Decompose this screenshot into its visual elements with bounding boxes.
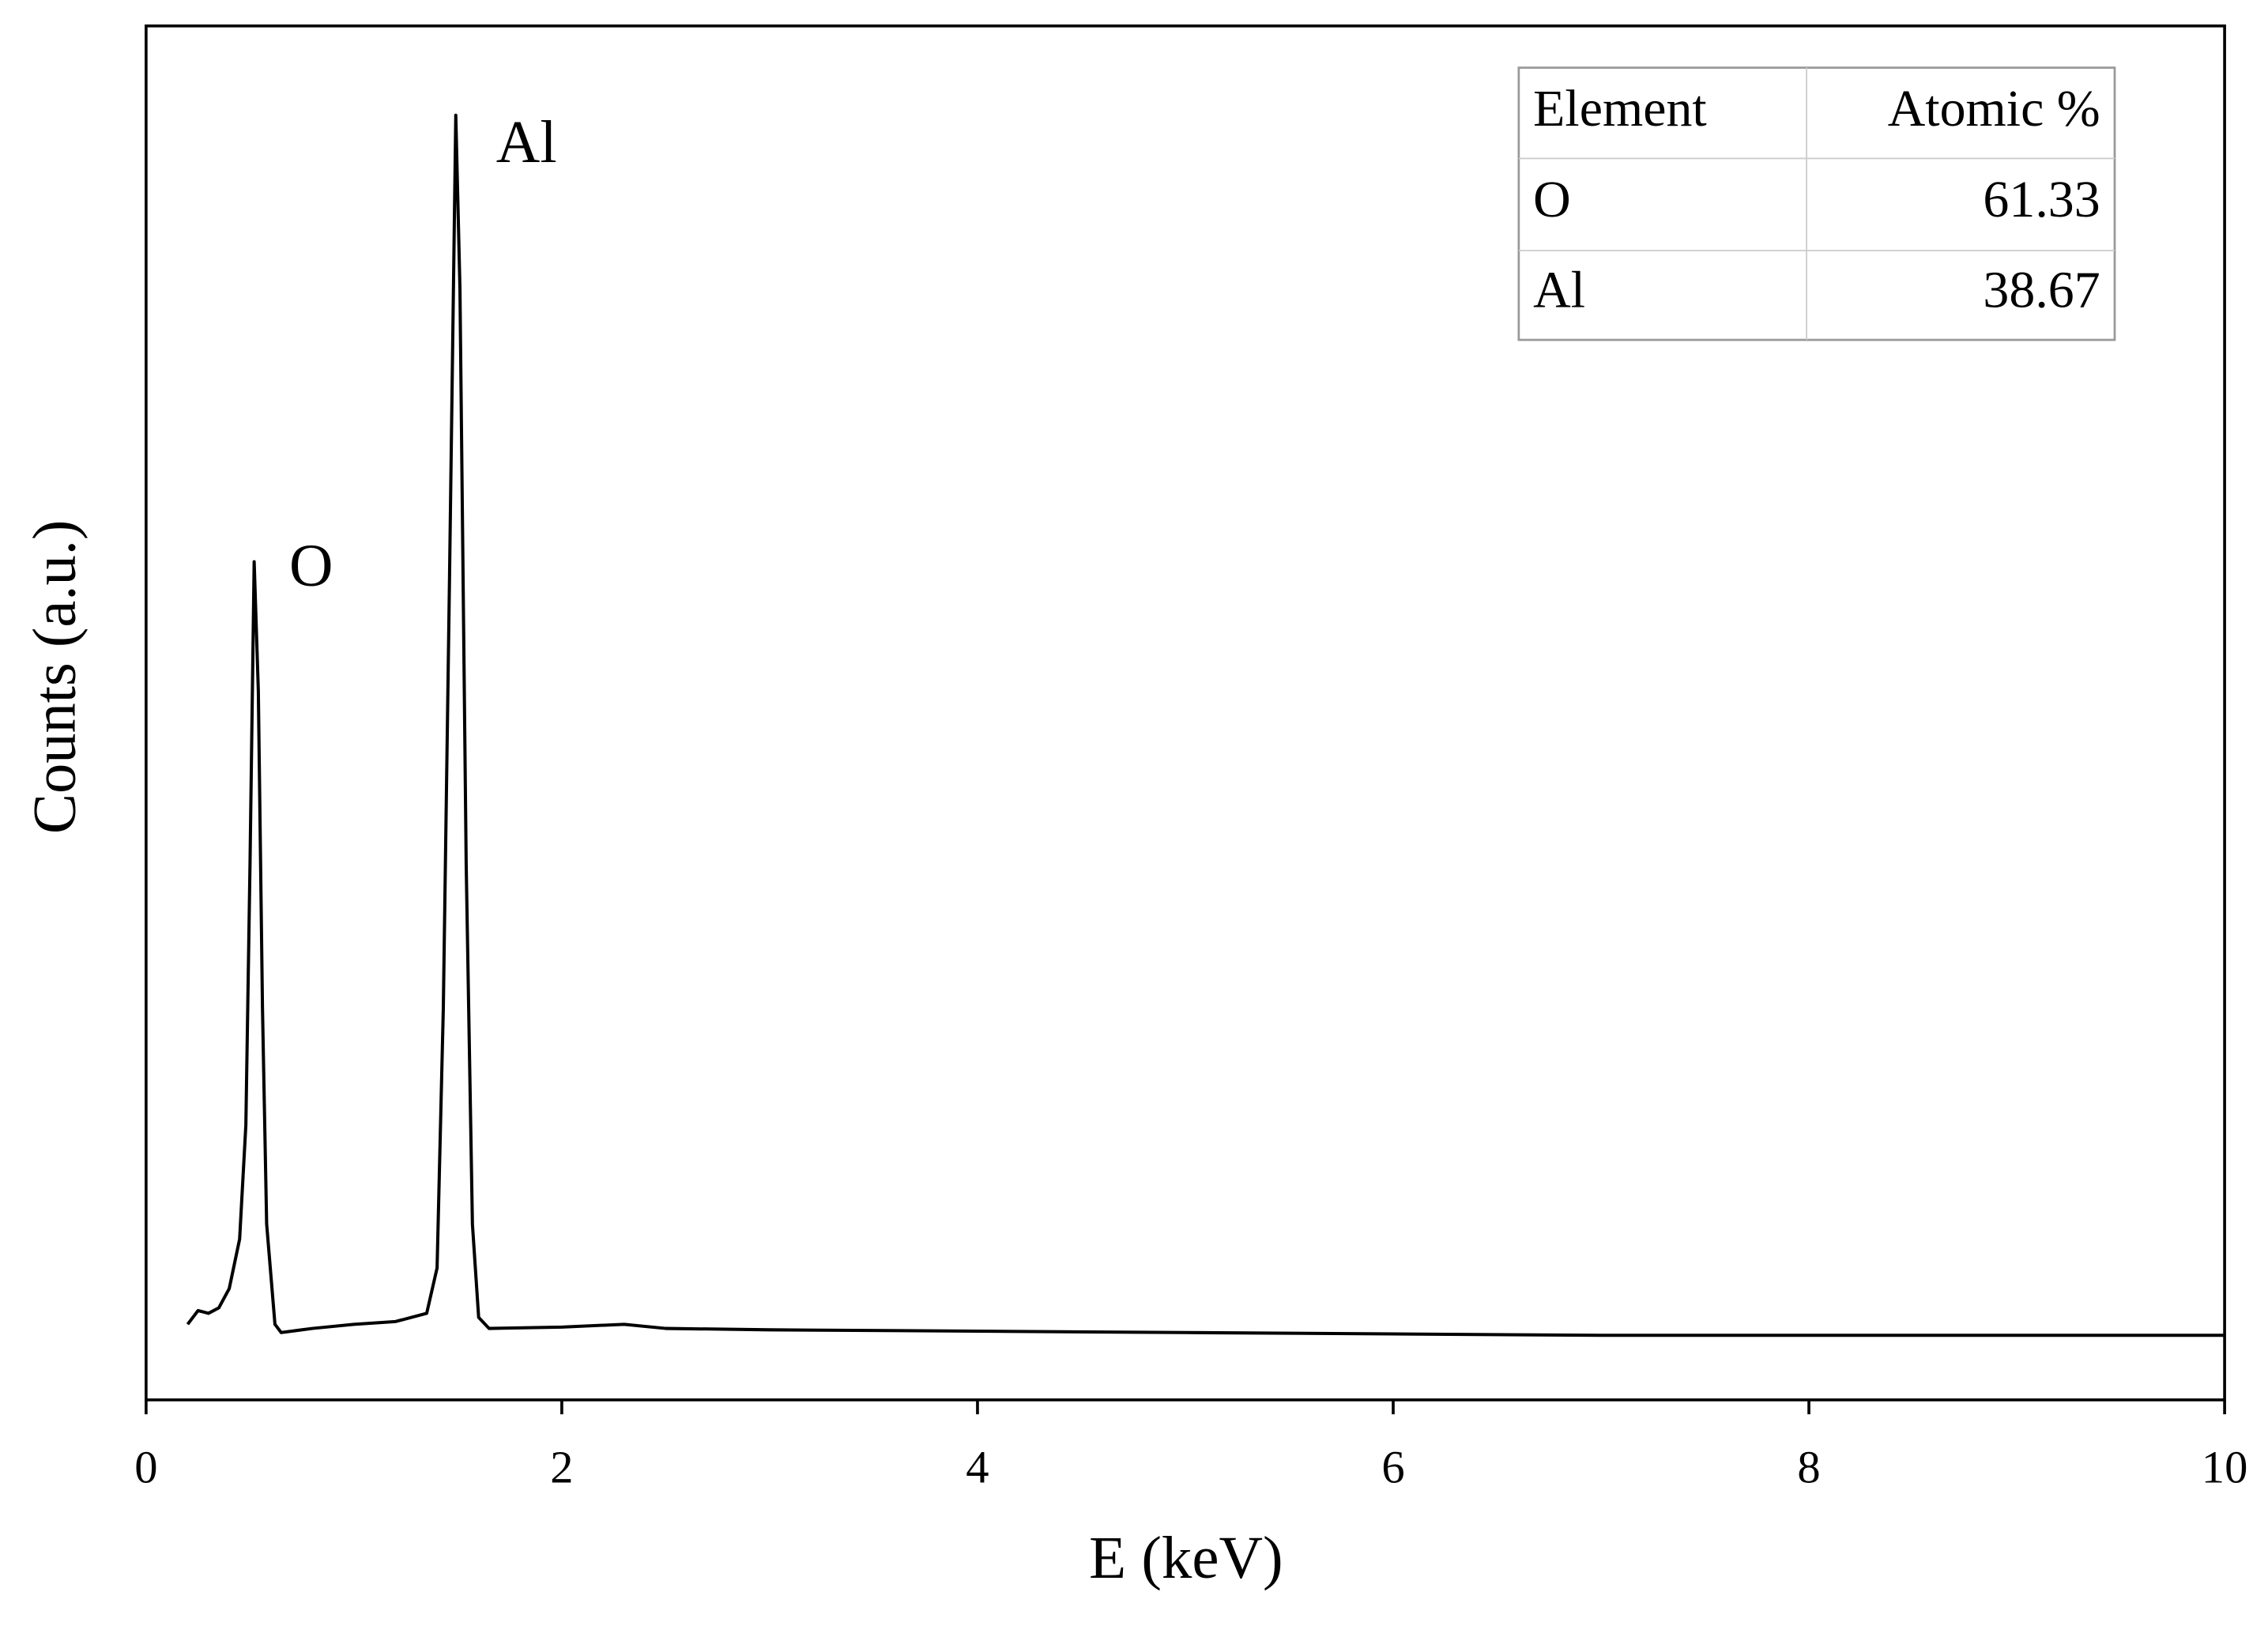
y-axis-title: Counts (a.u.) bbox=[21, 520, 88, 834]
x-tick-label: 2 bbox=[550, 1442, 573, 1493]
table-header: Atomic % bbox=[1888, 80, 2100, 138]
table-cell: Al bbox=[1533, 262, 1585, 319]
table-cell: 38.67 bbox=[1983, 262, 2100, 319]
spectrum-line bbox=[186, 113, 2225, 1337]
x-tick-label: 0 bbox=[134, 1442, 157, 1493]
table-border bbox=[1517, 66, 2116, 341]
inset-table: Element Atomic % O 61.33 Al 38.67 bbox=[1517, 66, 2116, 341]
x-axis-title: E (keV) bbox=[1089, 1524, 1283, 1591]
table-cell: 61.33 bbox=[1983, 171, 2100, 228]
x-tick-label: 6 bbox=[1381, 1442, 1404, 1493]
peak-label: O bbox=[289, 532, 333, 599]
x-tick-label: 8 bbox=[1797, 1442, 1820, 1493]
table-header: Element bbox=[1533, 80, 1707, 138]
table-cell: O bbox=[1533, 171, 1571, 228]
peak-label: Al bbox=[496, 108, 557, 175]
x-tick-label: 10 bbox=[2202, 1442, 2248, 1493]
plot-frame bbox=[145, 24, 2226, 1402]
x-tick-label: 4 bbox=[966, 1442, 989, 1493]
